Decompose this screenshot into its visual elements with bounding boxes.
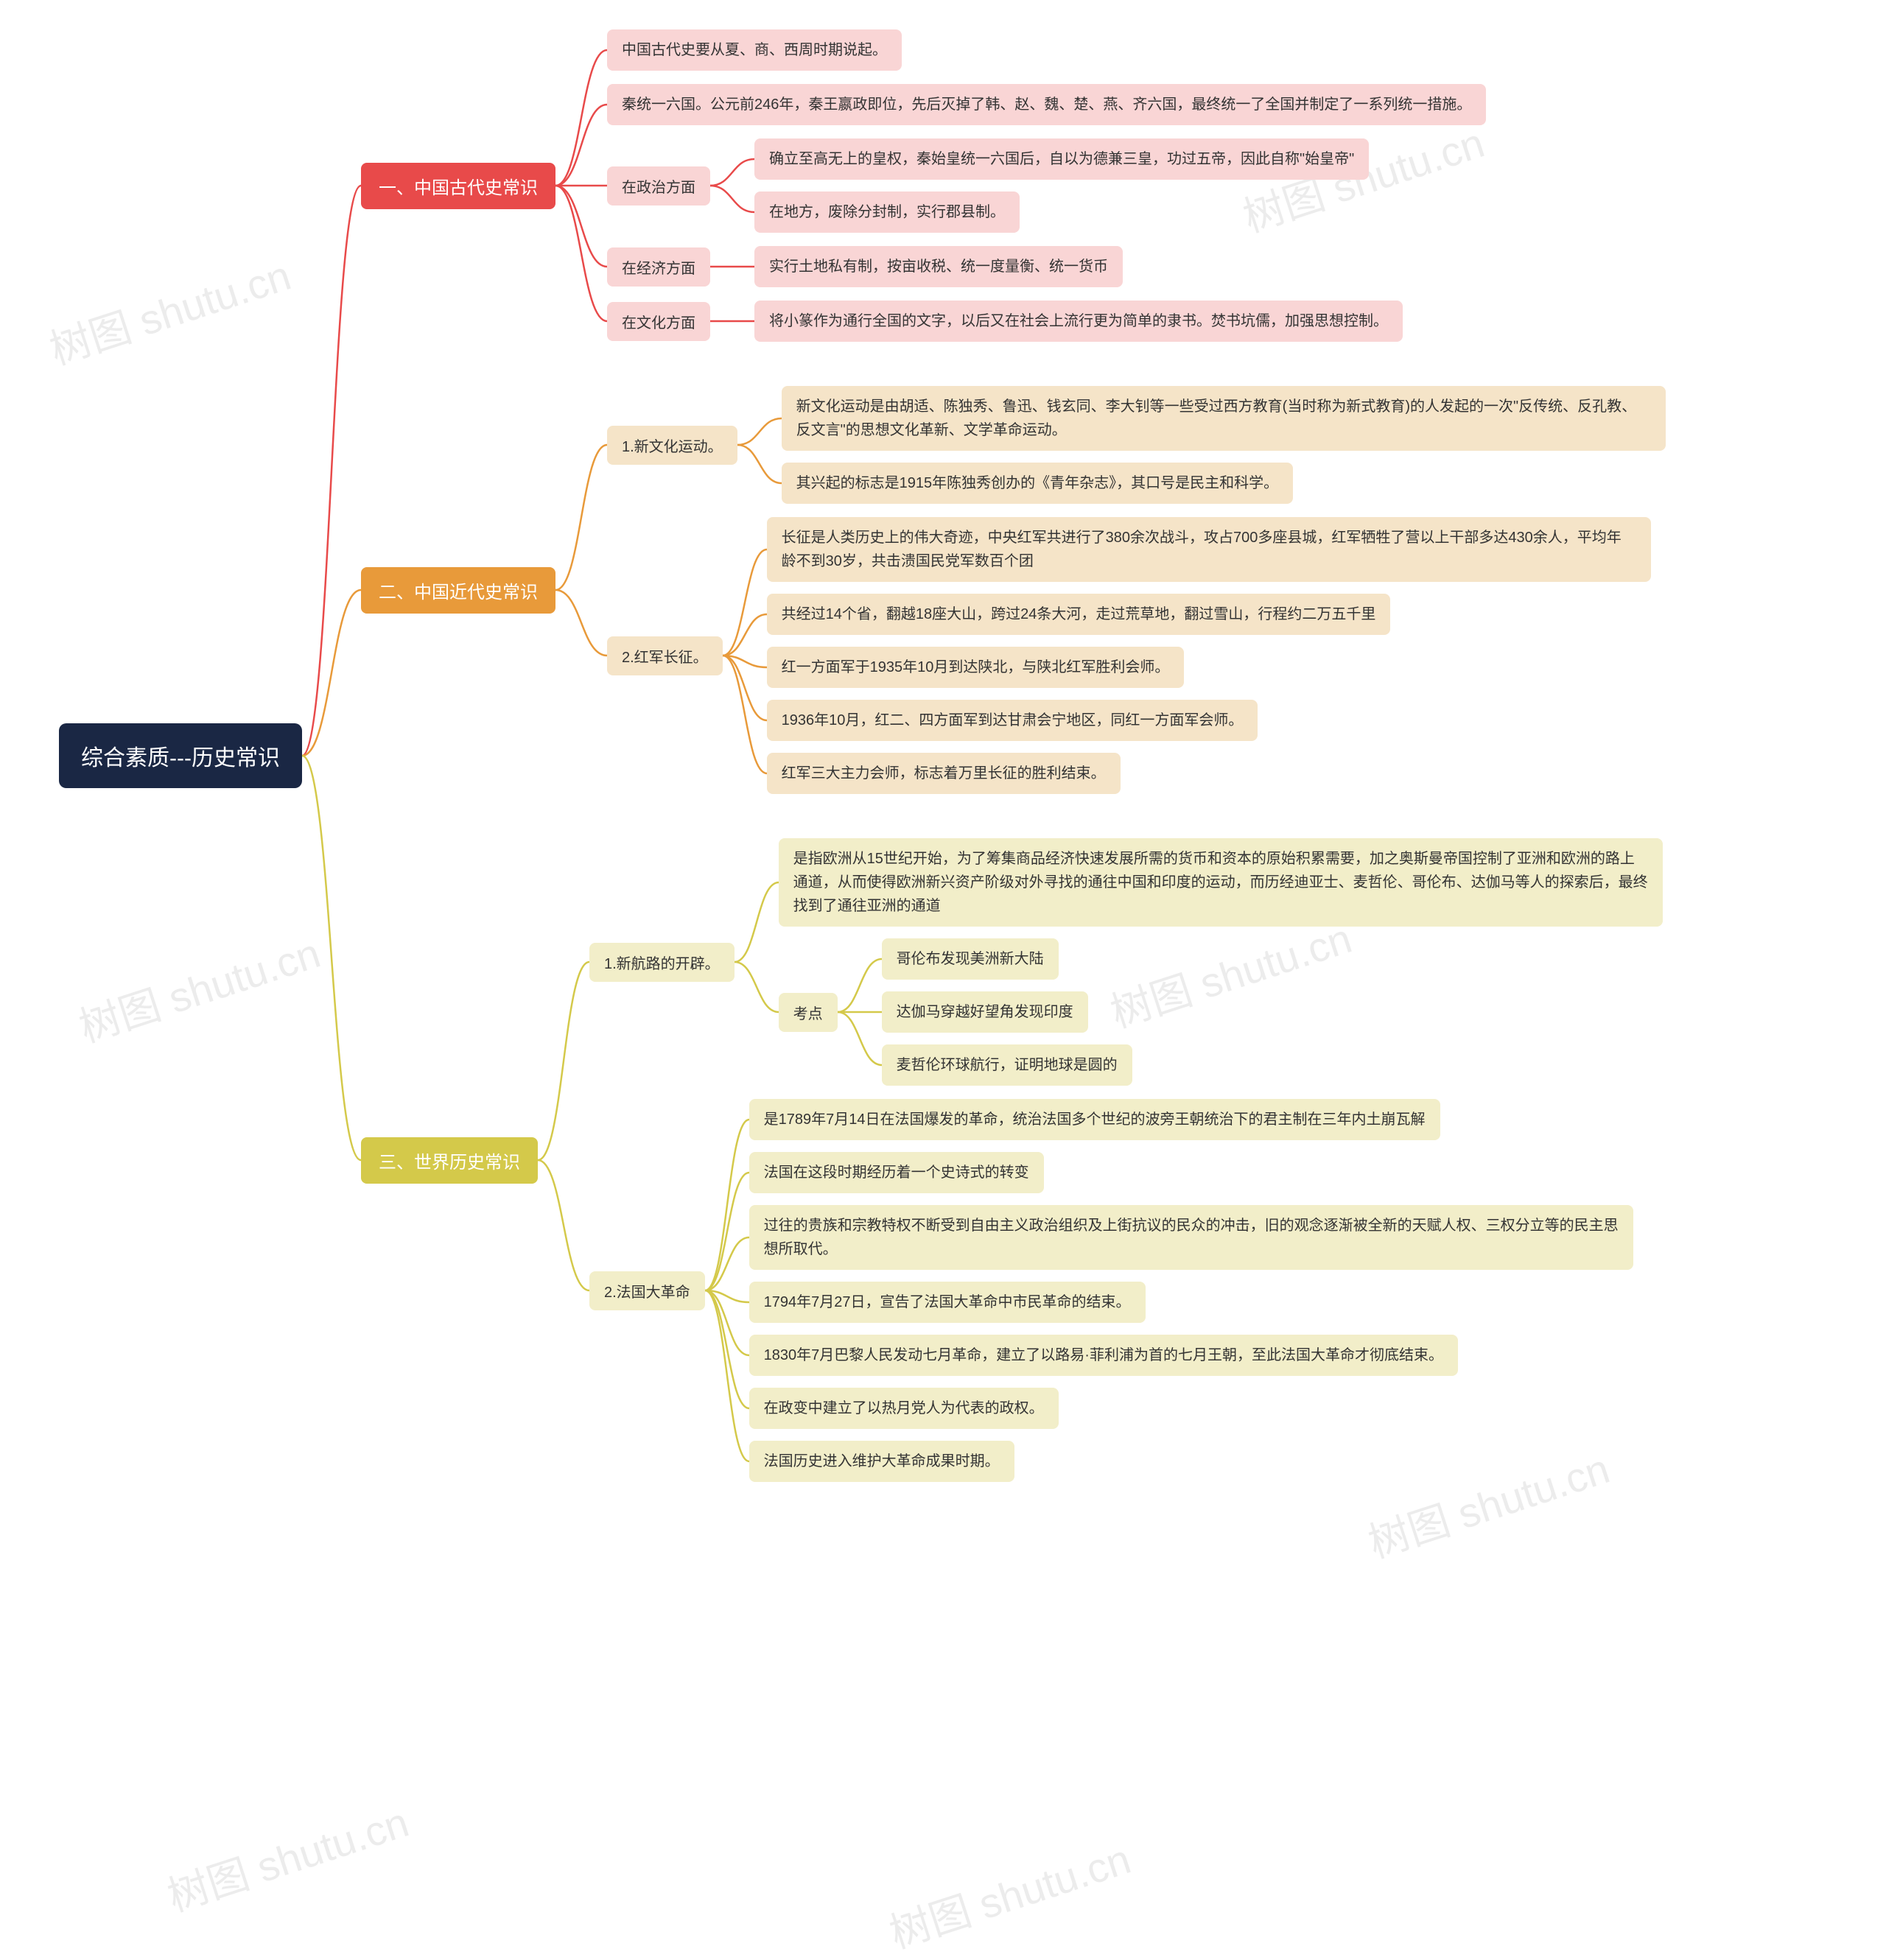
node-row: 其兴起的标志是1915年陈独秀创办的《青年杂志》，其口号是民主和科学。 — [782, 463, 1666, 504]
leaf-node: 红一方面军于1935年10月到达陕北，与陕北红军胜利会师。 — [767, 647, 1185, 688]
node-row: 在政治方面 确立至高无上的皇权，秦始皇统一六国后，自以为德兼三皇，功过五帝，因此自… — [607, 138, 1486, 233]
node-label: 2.法国大革命 — [589, 1271, 705, 1310]
leaf-node: 将小篆作为通行全国的文字，以后又在社会上流行更为简单的隶书。焚书坑儒，加强思想控… — [754, 301, 1403, 342]
node-label: 在文化方面 — [607, 302, 710, 341]
node-row: 实行土地私有制，按亩收税、统一度量衡、统一货币 — [754, 246, 1123, 287]
leaf-node: 过往的贵族和宗教特权不断受到自由主义政治组织及上街抗议的民众的冲击，旧的观念逐渐… — [749, 1205, 1633, 1270]
node-row: 红一方面军于1935年10月到达陕北，与陕北红军胜利会师。 — [767, 647, 1651, 688]
node-row: 1936年10月，红二、四方面军到达甘肃会宁地区，同红一方面军会师。 — [767, 700, 1651, 741]
node-row: 在地方，废除分封制，实行郡县制。 — [754, 192, 1369, 233]
children-column: 是1789年7月14日在法国爆发的革命，统治法国多个世纪的波旁王朝统治下的君主制… — [749, 1099, 1633, 1482]
node-row: 秦统一六国。公元前246年，秦王嬴政即位，先后灭掉了韩、赵、魏、楚、燕、齐六国，… — [607, 84, 1486, 125]
node-row: 麦哲伦环球航行，证明地球是圆的 — [882, 1044, 1132, 1086]
node-label: 1.新文化运动。 — [607, 426, 737, 465]
leaf-node: 实行土地私有制，按亩收税、统一度量衡、统一货币 — [754, 246, 1123, 287]
node-row: 在经济方面 实行土地私有制，按亩收税、统一度量衡、统一货币 — [607, 246, 1486, 287]
node-label: 2.红军长征。 — [607, 636, 723, 675]
children-column: 1.新文化运动。 新文化运动是由胡适、陈独秀、鲁迅、钱玄同、李大钊等一些受过西方教… — [607, 386, 1666, 794]
node-row: 考点 哥伦布发现美洲新大陆达伽马穿越好望角发现印度麦哲伦环球航行，证明地球是圆的 — [779, 938, 1663, 1086]
node-row: 是1789年7月14日在法国爆发的革命，统治法国多个世纪的波旁王朝统治下的君主制… — [749, 1099, 1633, 1140]
children-column: 确立至高无上的皇权，秦始皇统一六国后，自以为德兼三皇，功过五帝，因此自称"始皇帝… — [754, 138, 1369, 233]
node-row: 哥伦布发现美洲新大陆 — [882, 938, 1132, 980]
leaf-node: 1936年10月，红二、四方面军到达甘肃会宁地区，同红一方面军会师。 — [767, 700, 1258, 741]
leaf-node: 1794年7月27日，宣告了法国大革命中市民革命的结束。 — [749, 1282, 1146, 1323]
node-row: 法国在这段时期经历着一个史诗式的转变 — [749, 1152, 1633, 1193]
node-row: 将小篆作为通行全国的文字，以后又在社会上流行更为简单的隶书。焚书坑儒，加强思想控… — [754, 301, 1403, 342]
node-row: 法国历史进入维护大革命成果时期。 — [749, 1441, 1633, 1482]
leaf-node: 新文化运动是由胡适、陈独秀、鲁迅、钱玄同、李大钊等一些受过西方教育(当时称为新式… — [782, 386, 1666, 451]
node-row: 1830年7月巴黎人民发动七月革命，建立了以路易·菲利浦为首的七月王朝，至此法国… — [749, 1335, 1633, 1376]
children-column: 实行土地私有制，按亩收税、统一度量衡、统一货币 — [754, 246, 1123, 287]
node-row: 是指欧洲从15世纪开始，为了筹集商品经济快速发展所需的货币和资本的原始积累需要，… — [779, 838, 1663, 927]
node-row: 1794年7月27日，宣告了法国大革命中市民革命的结束。 — [749, 1282, 1633, 1323]
node-row: 在文化方面 将小篆作为通行全国的文字，以后又在社会上流行更为简单的隶书。焚书坑儒，… — [607, 301, 1486, 342]
root-row: 综合素质---历史常识 一、中国古代史常识 中国古代史要从夏、商、西周时期说起。秦… — [15, 29, 1871, 1482]
node-label: 二、中国近代史常识 — [361, 567, 555, 614]
leaf-node: 达伽马穿越好望角发现印度 — [882, 991, 1088, 1033]
node-row: 共经过14个省，翻越18座大山，跨过24条大河，走过荒草地，翻过雪山，行程约二万… — [767, 594, 1651, 635]
node-label: 在经济方面 — [607, 247, 710, 287]
leaf-node: 中国古代史要从夏、商、西周时期说起。 — [607, 29, 902, 71]
node-row: 达伽马穿越好望角发现印度 — [882, 991, 1132, 1033]
node-row: 长征是人类历史上的伟大奇迹，中央红军共进行了380余次战斗，攻占700多座县城，… — [767, 517, 1651, 582]
node-row: 新文化运动是由胡适、陈独秀、鲁迅、钱玄同、李大钊等一些受过西方教育(当时称为新式… — [782, 386, 1666, 451]
children-column: 中国古代史要从夏、商、西周时期说起。秦统一六国。公元前246年，秦王嬴政即位，先… — [607, 29, 1486, 342]
root-node: 综合素质---历史常识 — [59, 723, 302, 788]
node-label: 1.新航路的开辟。 — [589, 943, 735, 982]
leaf-node: 红军三大主力会师，标志着万里长征的胜利结束。 — [767, 753, 1121, 794]
leaf-node: 长征是人类历史上的伟大奇迹，中央红军共进行了380余次战斗，攻占700多座县城，… — [767, 517, 1651, 582]
leaf-node: 确立至高无上的皇权，秦始皇统一六国后，自以为德兼三皇，功过五帝，因此自称"始皇帝… — [754, 138, 1369, 180]
node-row: 2.法国大革命 是1789年7月14日在法国爆发的革命，统治法国多个世纪的波旁王朝… — [589, 1099, 1663, 1482]
children-column: 是指欧洲从15世纪开始，为了筹集商品经济快速发展所需的货币和资本的原始积累需要，… — [779, 838, 1663, 1086]
mindmap-container: 树图 shutu.cn树图 shutu.cn树图 shutu.cn树图 shut… — [0, 0, 1886, 1511]
watermark: 树图 shutu.cn — [159, 1790, 416, 1924]
node-label: 三、世界历史常识 — [361, 1137, 538, 1184]
node-row: 1.新航路的开辟。 是指欧洲从15世纪开始，为了筹集商品经济快速发展所需的货币和资… — [589, 838, 1663, 1086]
children-column: 新文化运动是由胡适、陈独秀、鲁迅、钱玄同、李大钊等一些受过西方教育(当时称为新式… — [782, 386, 1666, 504]
node-row: 1.新文化运动。 新文化运动是由胡适、陈独秀、鲁迅、钱玄同、李大钊等一些受过西方教… — [607, 386, 1666, 504]
leaf-node: 在政变中建立了以热月党人为代表的政权。 — [749, 1388, 1059, 1429]
branches-column: 一、中国古代史常识 中国古代史要从夏、商、西周时期说起。秦统一六国。公元前246年… — [361, 29, 1666, 1482]
node-label: 在政治方面 — [607, 166, 710, 206]
children-column: 长征是人类历史上的伟大奇迹，中央红军共进行了380余次战斗，攻占700多座县城，… — [767, 517, 1651, 794]
branch-row: 三、世界历史常识 1.新航路的开辟。 是指欧洲从15世纪开始，为了筹集商品经济快速发… — [361, 838, 1666, 1482]
leaf-node: 是1789年7月14日在法国爆发的革命，统治法国多个世纪的波旁王朝统治下的君主制… — [749, 1099, 1440, 1140]
leaf-node: 法国在这段时期经历着一个史诗式的转变 — [749, 1152, 1044, 1193]
branch-row: 二、中国近代史常识 1.新文化运动。 新文化运动是由胡适、陈独秀、鲁迅、钱玄同、李大… — [361, 386, 1666, 794]
node-row: 中国古代史要从夏、商、西周时期说起。 — [607, 29, 1486, 71]
children-column: 哥伦布发现美洲新大陆达伽马穿越好望角发现印度麦哲伦环球航行，证明地球是圆的 — [882, 938, 1132, 1086]
node-label: 考点 — [779, 993, 838, 1032]
leaf-node: 哥伦布发现美洲新大陆 — [882, 938, 1059, 980]
children-column: 将小篆作为通行全国的文字，以后又在社会上流行更为简单的隶书。焚书坑儒，加强思想控… — [754, 301, 1403, 342]
leaf-node: 法国历史进入维护大革命成果时期。 — [749, 1441, 1014, 1482]
node-row: 2.红军长征。 长征是人类历史上的伟大奇迹，中央红军共进行了380余次战斗，攻占7… — [607, 517, 1666, 794]
leaf-node: 共经过14个省，翻越18座大山，跨过24条大河，走过荒草地，翻过雪山，行程约二万… — [767, 594, 1391, 635]
leaf-node: 1830年7月巴黎人民发动七月革命，建立了以路易·菲利浦为首的七月王朝，至此法国… — [749, 1335, 1458, 1376]
watermark: 树图 shutu.cn — [881, 1827, 1137, 1960]
leaf-node: 秦统一六国。公元前246年，秦王嬴政即位，先后灭掉了韩、赵、魏、楚、燕、齐六国，… — [607, 84, 1486, 125]
children-column: 1.新航路的开辟。 是指欧洲从15世纪开始，为了筹集商品经济快速发展所需的货币和资… — [589, 838, 1663, 1482]
node-label: 一、中国古代史常识 — [361, 163, 555, 209]
leaf-node: 麦哲伦环球航行，证明地球是圆的 — [882, 1044, 1132, 1086]
node-row: 确立至高无上的皇权，秦始皇统一六国后，自以为德兼三皇，功过五帝，因此自称"始皇帝… — [754, 138, 1369, 180]
leaf-node: 其兴起的标志是1915年陈独秀创办的《青年杂志》，其口号是民主和科学。 — [782, 463, 1294, 504]
node-row: 在政变中建立了以热月党人为代表的政权。 — [749, 1388, 1633, 1429]
node-row: 红军三大主力会师，标志着万里长征的胜利结束。 — [767, 753, 1651, 794]
leaf-node: 在地方，废除分封制，实行郡县制。 — [754, 192, 1020, 233]
branch-row: 一、中国古代史常识 中国古代史要从夏、商、西周时期说起。秦统一六国。公元前246年… — [361, 29, 1666, 342]
leaf-node: 是指欧洲从15世纪开始，为了筹集商品经济快速发展所需的货币和资本的原始积累需要，… — [779, 838, 1663, 927]
node-row: 过往的贵族和宗教特权不断受到自由主义政治组织及上街抗议的民众的冲击，旧的观念逐渐… — [749, 1205, 1633, 1270]
